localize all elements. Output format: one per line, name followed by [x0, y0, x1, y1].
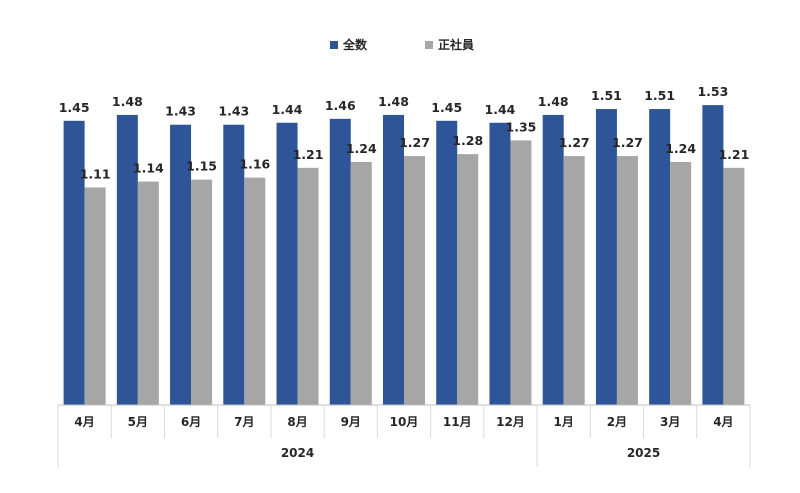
category-label-8: 11月 [443, 415, 472, 429]
value-label-regular-13: 1.21 [718, 147, 749, 162]
value-label-regular-10: 1.27 [559, 135, 590, 150]
bar-regular-13 [723, 167, 745, 405]
value-label-regular-7: 1.27 [399, 135, 430, 150]
bar-total-8 [436, 120, 458, 406]
value-label-total-7: 1.48 [378, 94, 409, 109]
bar-total-13 [702, 105, 724, 406]
bar-regular-5 [297, 167, 319, 405]
value-label-regular-3: 1.15 [186, 159, 217, 174]
category-label-12: 3月 [660, 415, 680, 429]
value-label-total-10: 1.48 [538, 94, 569, 109]
value-label-total-1: 1.45 [59, 100, 90, 115]
legend-swatch-2 [425, 41, 433, 49]
category-label-1: 4月 [74, 415, 94, 429]
bar-total-9 [489, 122, 511, 405]
value-label-total-13: 1.53 [697, 84, 728, 99]
value-label-total-8: 1.45 [431, 100, 462, 115]
bar-regular-1 [84, 187, 106, 405]
value-label-regular-9: 1.35 [506, 119, 537, 134]
bars [63, 105, 745, 406]
bar-total-2 [116, 114, 138, 406]
value-label-regular-2: 1.14 [133, 161, 164, 176]
value-label-total-6: 1.46 [325, 98, 356, 113]
bar-regular-3 [191, 179, 213, 405]
year-label-2025: 2025 [627, 446, 660, 460]
value-label-total-5: 1.44 [272, 102, 303, 117]
bar-total-3 [170, 124, 192, 405]
legend-label-2: 正社員 [438, 37, 474, 52]
category-label-7: 10月 [390, 415, 419, 429]
legend-swatch-1 [330, 41, 338, 49]
bar-regular-4 [244, 177, 266, 405]
bar-regular-9 [510, 140, 532, 405]
value-label-total-12: 1.51 [644, 88, 675, 103]
bar-regular-11 [616, 156, 638, 405]
bar-total-5 [276, 122, 298, 405]
category-label-6: 9月 [341, 415, 361, 429]
bar-regular-6 [350, 161, 372, 405]
bar-regular-2 [137, 181, 159, 405]
bar-regular-12 [670, 161, 692, 405]
value-label-regular-1: 1.11 [80, 166, 111, 181]
category-label-10: 1月 [554, 415, 574, 429]
value-label-regular-11: 1.27 [612, 135, 643, 150]
legend: 全数 正社員 [330, 37, 474, 52]
value-label-total-3: 1.43 [165, 104, 196, 119]
legend-label-1: 全数 [342, 37, 368, 52]
category-label-3: 6月 [181, 415, 201, 429]
bar-regular-10 [563, 156, 585, 405]
value-label-regular-12: 1.24 [665, 141, 696, 156]
bar-total-6 [329, 118, 351, 405]
bar-total-1 [63, 120, 85, 406]
value-label-regular-8: 1.28 [452, 133, 483, 148]
bar-total-4 [223, 124, 245, 405]
bar-regular-8 [457, 154, 479, 405]
value-label-regular-6: 1.24 [346, 141, 377, 156]
bar-total-11 [595, 109, 617, 405]
category-label-13: 4月 [713, 415, 733, 429]
category-label-9: 12月 [496, 415, 525, 429]
bar-total-7 [383, 114, 404, 406]
value-label-regular-4: 1.16 [239, 157, 270, 172]
value-labels: 1.45 1.48 1.43 1.43 1.44 1.46 1.48 1.45 1.44 1.48… [59, 84, 750, 181]
bar-total-12 [649, 109, 671, 405]
category-label-4: 7月 [234, 415, 254, 429]
year-label-2024: 2024 [281, 446, 314, 460]
value-label-regular-5: 1.21 [293, 147, 324, 162]
category-label-2: 5月 [128, 415, 148, 429]
value-label-total-2: 1.48 [112, 94, 143, 109]
category-label-11: 2月 [607, 415, 627, 429]
bar-regular-7 [404, 156, 425, 405]
value-label-total-4: 1.43 [218, 104, 249, 119]
x-axis: 4月 5月 6月 7月 8月 9月 10月 11月 12月 1月 2月 3月 4月 2024 2025 [57, 404, 751, 467]
bar-total-10 [542, 114, 564, 406]
value-label-total-9: 1.44 [485, 102, 516, 117]
category-label-5: 8月 [287, 415, 307, 429]
value-label-total-11: 1.51 [591, 88, 622, 103]
